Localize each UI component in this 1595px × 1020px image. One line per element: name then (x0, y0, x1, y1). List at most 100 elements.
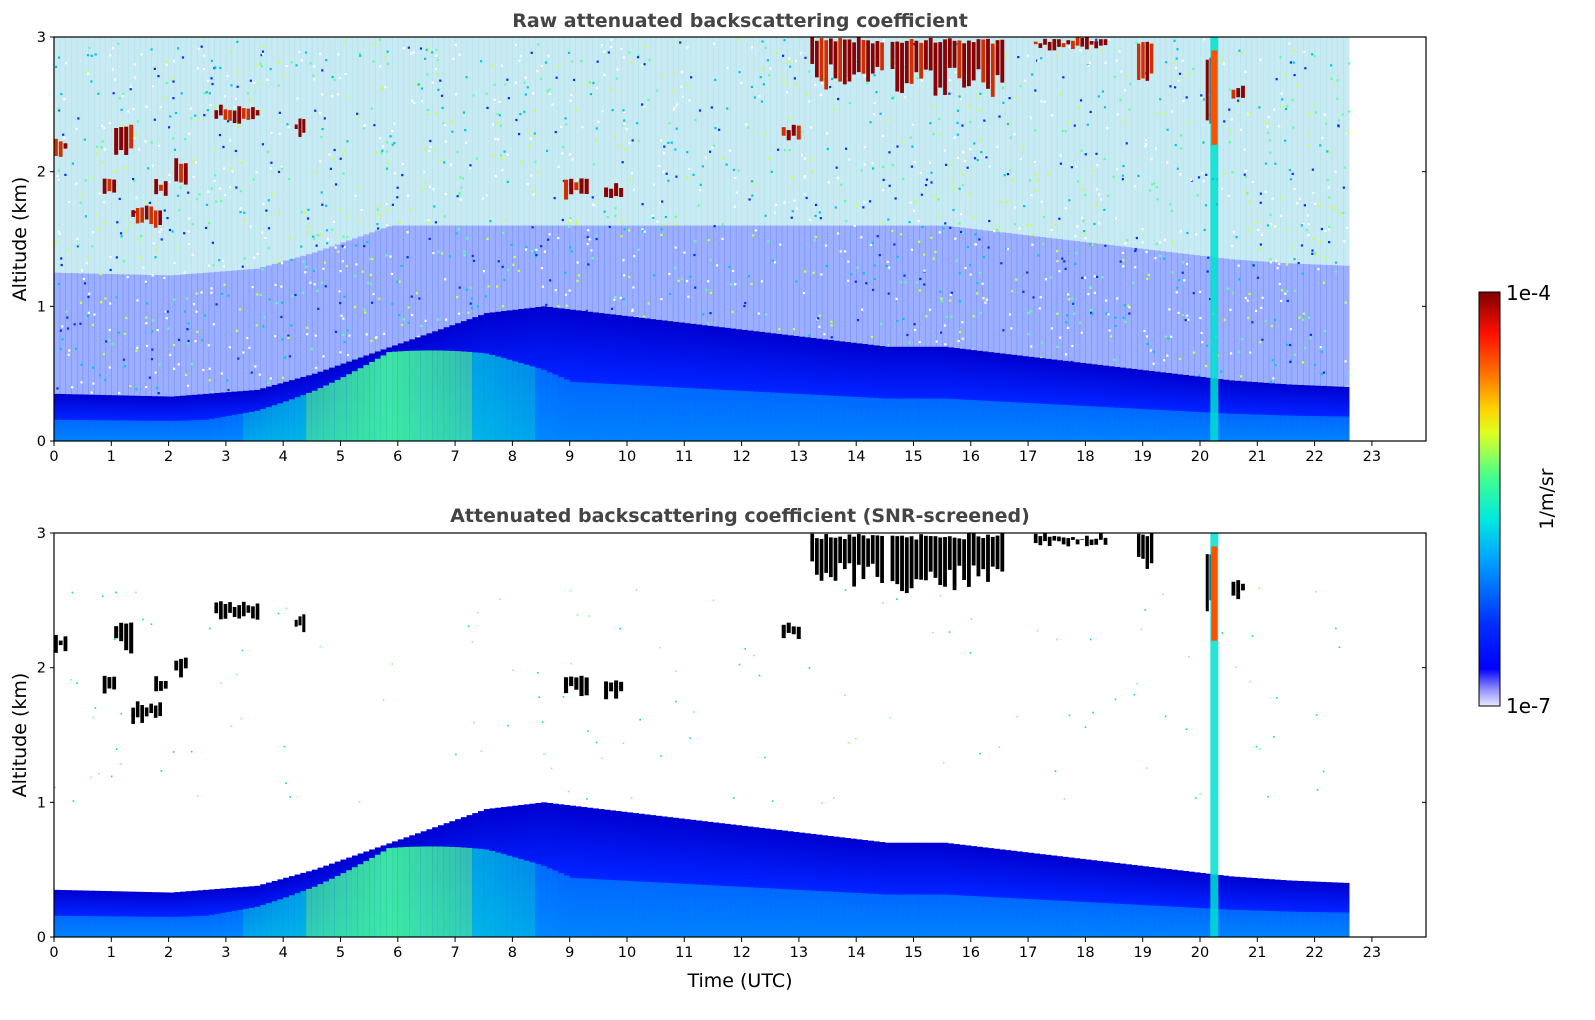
noise-speck (442, 122, 445, 125)
cloud-streak (163, 181, 168, 196)
noise-speck (1288, 42, 1291, 45)
noise-speck (355, 244, 358, 247)
noise-speck (1289, 178, 1293, 181)
noise-speck (808, 666, 811, 669)
noise-speck (165, 61, 168, 64)
noise-speck (873, 101, 876, 105)
noise-speck (1305, 228, 1308, 232)
noise-speck (229, 139, 232, 142)
boundary-layer-column (128, 891, 135, 937)
aerosol-column (672, 883, 680, 937)
boundary-layer-column (586, 311, 594, 441)
x-tick-label: 14 (847, 945, 865, 961)
cloud-streak (298, 616, 302, 626)
noise-low (747, 225, 754, 331)
noise-speck (473, 721, 475, 724)
noise-speck (920, 193, 923, 196)
cloud-streak (909, 536, 914, 589)
x-tick-label: 5 (336, 945, 345, 961)
aerosol-column (157, 420, 164, 441)
aerosol-column (82, 420, 89, 441)
noise-speck (277, 211, 280, 215)
noise-low (563, 225, 571, 310)
noise-speck (620, 47, 623, 51)
noise-speck (530, 174, 533, 177)
noise-speck (367, 281, 370, 284)
noise-speck (950, 164, 953, 167)
noise-high (162, 37, 170, 276)
boundary-layer-column (1228, 876, 1235, 937)
aerosol-column (1068, 901, 1075, 937)
noise-speck (183, 271, 186, 274)
noise-speck (523, 110, 526, 113)
noise-low (569, 225, 576, 310)
noise-speck (1039, 356, 1042, 359)
y-tick-label: 1 (37, 795, 46, 811)
noise-speck (445, 318, 448, 321)
x-tick-label: 8 (508, 449, 517, 465)
noise-low (386, 226, 393, 348)
noise-speck (639, 718, 641, 721)
noise-high (678, 37, 685, 226)
cloud-streak (569, 178, 574, 195)
boundary-layer-column (890, 842, 897, 937)
aerosol-column (94, 420, 101, 441)
cloud-streak (875, 535, 880, 577)
noise-speck (1259, 58, 1262, 61)
cloud-streak (619, 187, 624, 198)
noise-speck (958, 300, 962, 303)
aerosol-column (867, 893, 874, 937)
noise-speck (304, 51, 308, 54)
cloud-streak (976, 39, 981, 70)
noise-high (529, 37, 536, 226)
aerosol-column (747, 887, 754, 937)
noise-speck (111, 68, 114, 71)
noise-speck (498, 114, 501, 117)
noise-speck (1307, 144, 1310, 147)
noise-low (1234, 259, 1241, 381)
boundary-layer-column (1062, 360, 1069, 441)
noise-speck (1306, 214, 1309, 217)
noise-speck (173, 298, 176, 301)
noise-high (76, 37, 84, 274)
aerosol-column (690, 388, 697, 441)
boundary-layer-column (598, 313, 605, 441)
noise-speck (322, 355, 325, 358)
noise-speck (673, 71, 676, 74)
noise-high (1343, 37, 1350, 266)
aerosol-column (208, 418, 215, 441)
noise-speck (503, 278, 506, 282)
noise-speck (298, 50, 301, 53)
aerosol-column (1171, 906, 1178, 937)
cloud-streak (1057, 39, 1061, 47)
noise-speck (686, 46, 689, 49)
boundary-layer-column (993, 848, 1000, 937)
noise-speck (75, 127, 78, 130)
noise-speck (414, 84, 418, 87)
cloud-streak (1033, 41, 1038, 45)
noise-high (942, 37, 949, 226)
cloud-streak (174, 660, 179, 671)
noise-speck (228, 346, 231, 349)
noise-speck (674, 215, 677, 218)
noise-speck (1286, 343, 1289, 346)
boundary-layer-column (707, 325, 714, 441)
noise-low (409, 225, 416, 340)
noise-speck (322, 267, 325, 270)
noise-speck (1292, 61, 1295, 64)
noise-speck (492, 154, 495, 157)
noise-speck (92, 716, 95, 719)
cloud-streak (1038, 536, 1043, 546)
noise-speck (1101, 49, 1104, 52)
cloud-streak (609, 682, 614, 692)
noise-speck (358, 801, 361, 803)
noise-speck (968, 192, 971, 196)
boundary-layer-column (157, 892, 164, 937)
noise-speck (902, 177, 905, 181)
noise-low (798, 225, 806, 337)
noise-speck (427, 113, 430, 116)
aerosol-column (924, 398, 932, 441)
noise-speck (1312, 191, 1315, 194)
noise-speck (949, 293, 952, 296)
noise-speck (623, 110, 626, 114)
